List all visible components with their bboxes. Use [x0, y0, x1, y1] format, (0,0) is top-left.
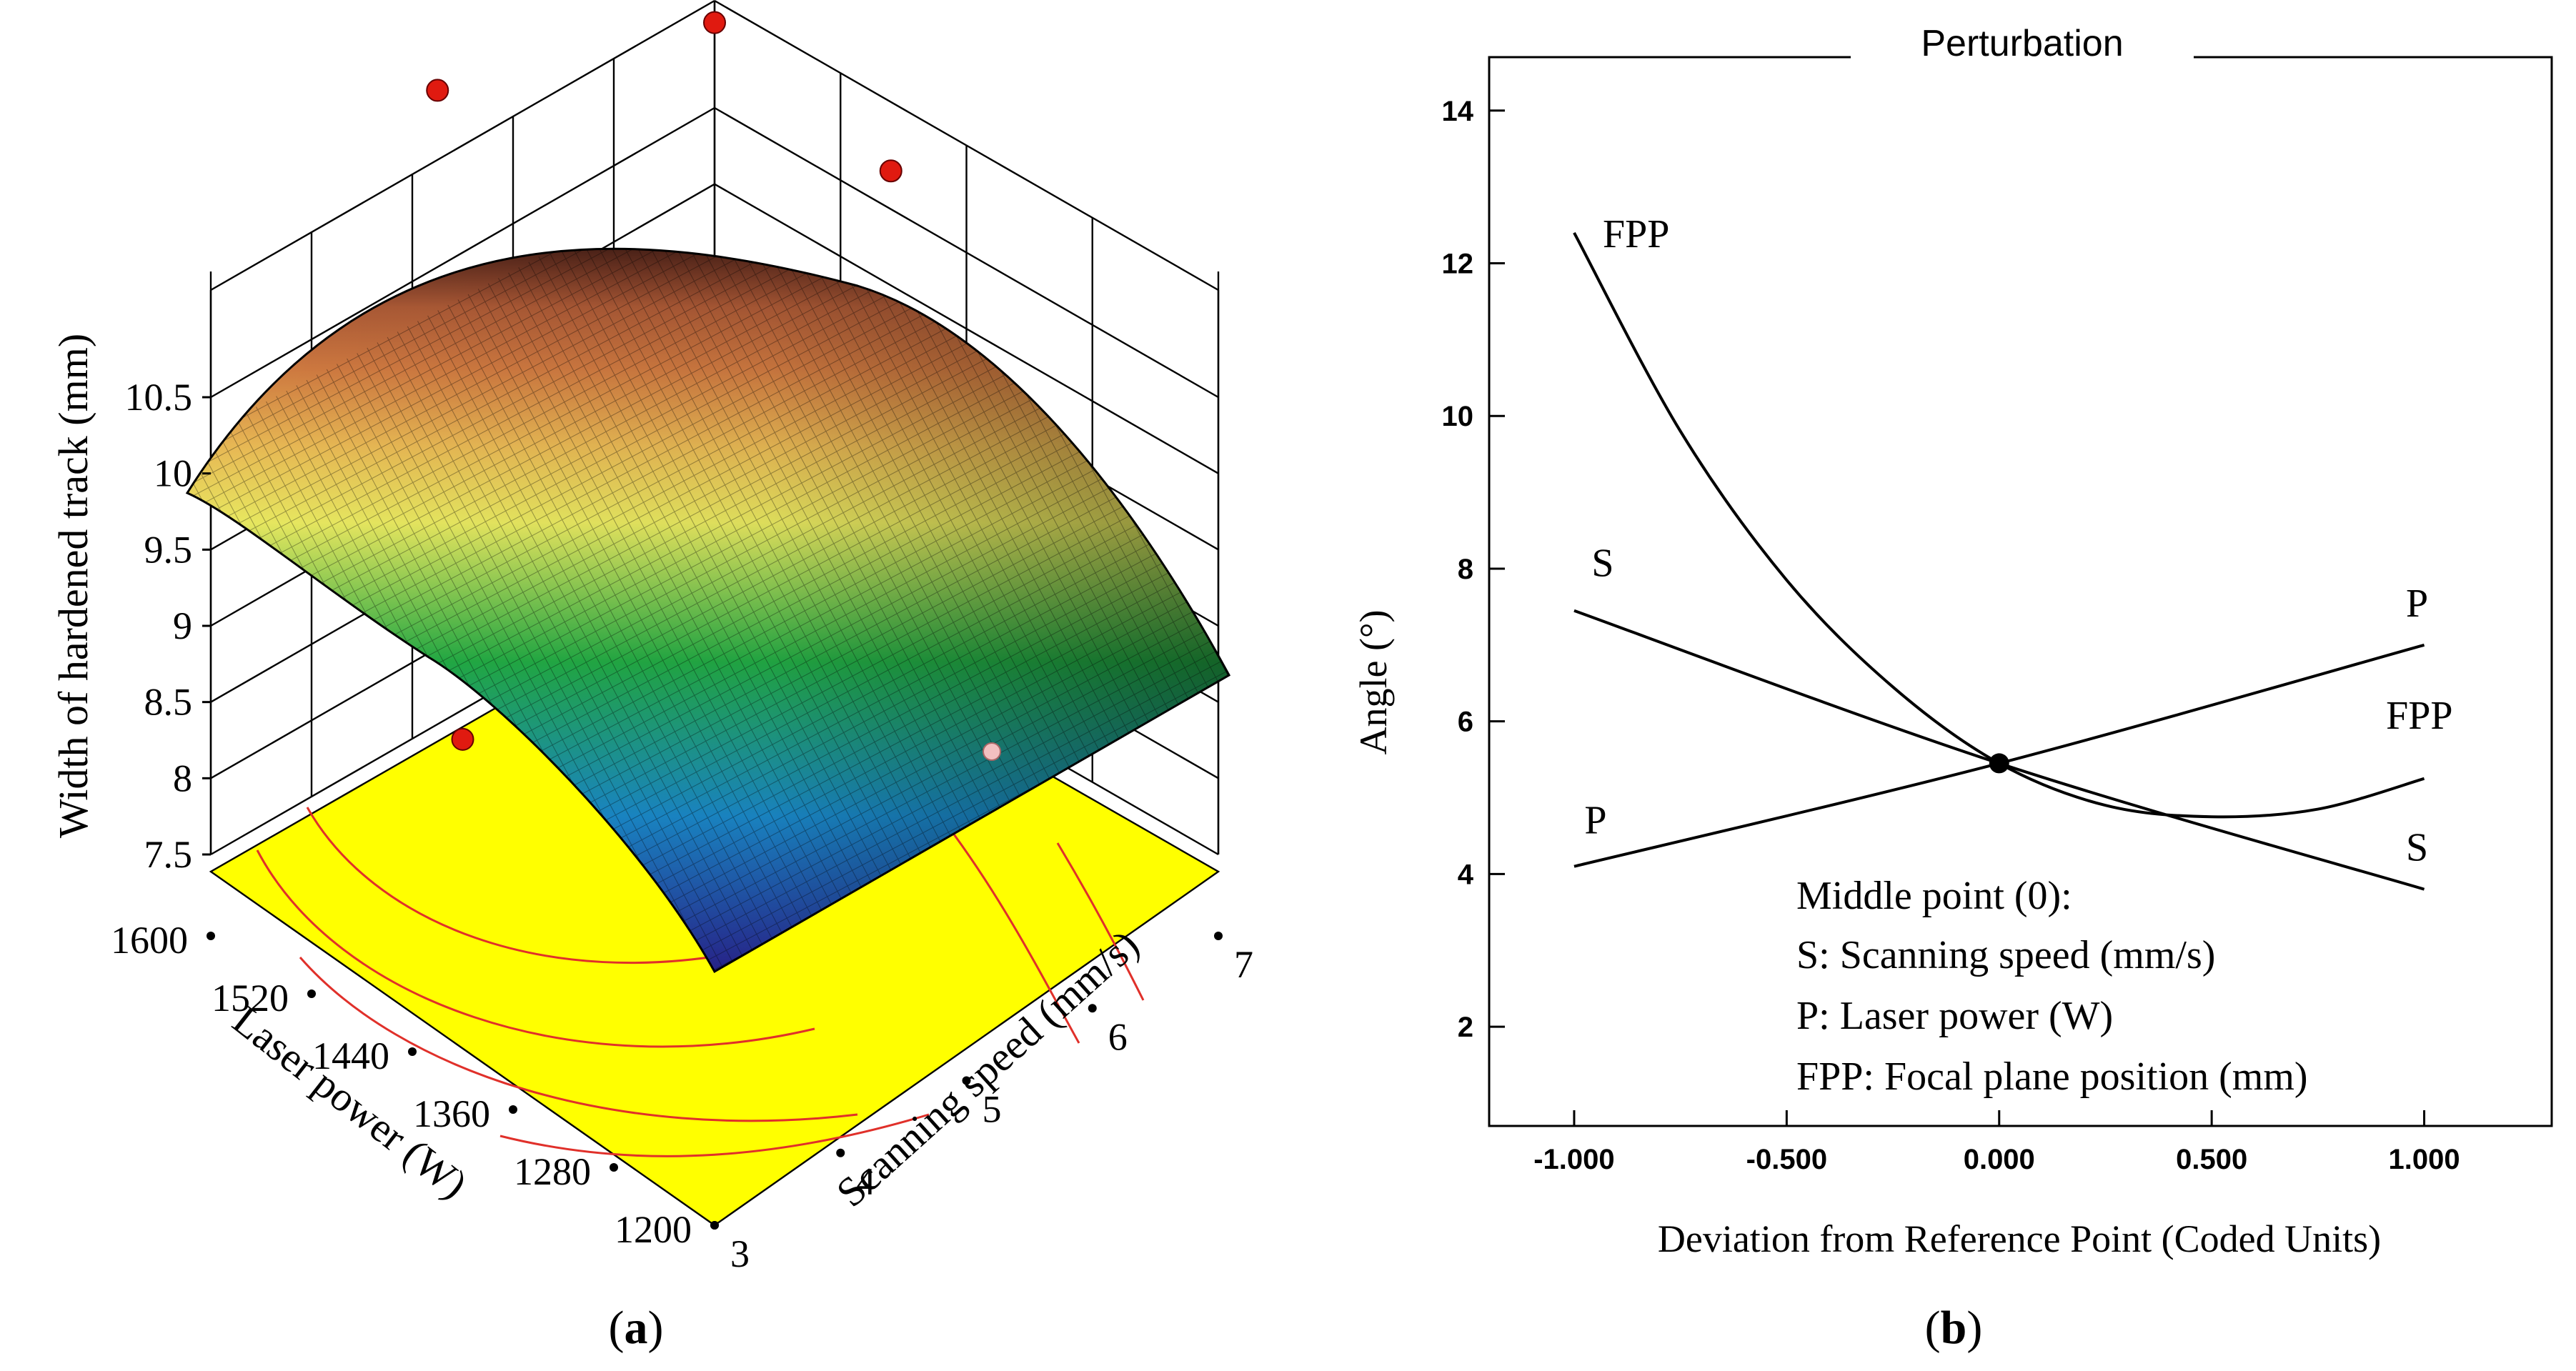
- x-tick-dot: [710, 1221, 719, 1230]
- panel-a-ticks: 7.5 8 8.5 9 9.5 10 10.5 1200 1280 1360 1440 1520 160…: [111, 376, 1253, 1275]
- x-tick-dot: [836, 1148, 845, 1157]
- y-tick-dot: [307, 989, 316, 998]
- legend-entry-s: S: Scanning speed (mm/s): [1796, 933, 2215, 977]
- legend: Middle point (0): S: Scanning speed (mm/…: [1796, 874, 2308, 1099]
- panel-b-letter-text: b: [1941, 1302, 1967, 1354]
- panel-a-letter: (a): [609, 1302, 664, 1354]
- curve-label-fpp-right: FPP: [2386, 694, 2452, 738]
- floor-contour-line: [256, 849, 815, 1048]
- chart-title: Perturbation: [1921, 23, 2123, 64]
- panel-b-letter: (b): [1925, 1302, 1983, 1354]
- right-wall-top-edge: [714, 0, 1219, 291]
- legend-entry-fpp: FPP: Focal plane position (mm): [1796, 1055, 2308, 1099]
- x-tick-dot: [962, 1076, 971, 1085]
- floor-contour-line: [299, 957, 858, 1122]
- y-tick-label: 14: [1442, 96, 1474, 127]
- x-axis-label-b: Deviation from Reference Point (Coded Un…: [1658, 1217, 2381, 1260]
- y-tick-label: 2: [1458, 1012, 1473, 1043]
- surface-outline: [185, 247, 1231, 974]
- design-point: [703, 11, 726, 34]
- y-tick-label: 4: [1458, 859, 1474, 890]
- curve-label-s-right: S: [2406, 826, 2428, 870]
- reference-point-marker: [1989, 753, 2009, 774]
- panel-a-letter-text: a: [625, 1302, 648, 1354]
- y-tick-label: 1440: [312, 1035, 389, 1077]
- left-wall-top-edge: [210, 0, 715, 291]
- legend-heading: Middle point (0):: [1796, 874, 2072, 918]
- design-point: [879, 159, 902, 183]
- x-tick-label: 5: [983, 1088, 1002, 1131]
- z-tick-label: 8: [173, 757, 192, 799]
- panel-a-surface-plot: 7.5 8 8.5 9 9.5 10 10.5 1200 1280 1360 1440 1520 160…: [50, 0, 1253, 1354]
- panel-b-ticks: 2 4 6 8 10 12 14 -1.000 -0.500 0.000 0.500 1.000: [1442, 96, 2460, 1175]
- design-point: [426, 79, 449, 102]
- x-tick-label: 7: [1234, 943, 1253, 986]
- panel-b-perturbation-plot: Perturbation 2 4 6 8 10 12 14 -1.000 -0.500 0.000…: [1352, 14, 2553, 1354]
- z-tick-label: 8.5: [144, 681, 193, 724]
- curve-labels: FPP FPP S S P P: [1584, 212, 2452, 870]
- perturbation-curves: [1573, 231, 2425, 891]
- x-tick-label: -0.500: [1746, 1144, 1827, 1175]
- x-tick-label: 3: [730, 1232, 750, 1275]
- z-tick-label: 10: [154, 452, 192, 495]
- legend-entry-p: P: Laser power (W): [1796, 994, 2113, 1038]
- x-tick-label: 0.500: [2176, 1144, 2247, 1175]
- y-tick-dot: [408, 1047, 417, 1056]
- y-tick-dot: [509, 1105, 517, 1114]
- design-points: [426, 11, 1001, 761]
- y-tick-label: 1280: [514, 1150, 591, 1193]
- curve-label-fpp-left: FPP: [1603, 212, 1669, 256]
- y-tick-dot: [610, 1163, 618, 1172]
- x-tick-dot: [1214, 932, 1223, 940]
- left-wall-grid-line: [210, 106, 715, 399]
- y-tick-label: 1200: [615, 1208, 692, 1251]
- z-tick-label: 7.5: [144, 833, 193, 876]
- series-line-fpp: [1573, 231, 2425, 819]
- y-tick-label: 1360: [413, 1092, 490, 1135]
- floor-contour-line: [306, 807, 751, 964]
- x-tick-label: -1.000: [1533, 1144, 1614, 1175]
- x-tick-label: 0.000: [1964, 1144, 2035, 1175]
- y-axis-label-b: Angle (°): [1352, 609, 1395, 754]
- z-tick-label: 9: [173, 604, 192, 647]
- hidden-design-point: [983, 742, 1001, 761]
- y-tick-label: 6: [1458, 707, 1473, 738]
- floor-contour-line: [499, 1113, 930, 1157]
- z-tick-label: 10.5: [125, 376, 193, 419]
- curve-label-s-left: S: [1591, 542, 1613, 586]
- y-tick-label: 8: [1458, 554, 1473, 585]
- x-tick-label: 6: [1108, 1015, 1128, 1058]
- y-tick-label: 12: [1442, 249, 1474, 280]
- y-tick-label: 10: [1442, 401, 1474, 432]
- z-tick-label: 9.5: [144, 528, 193, 571]
- z-axis-label: Width of hardened track (mm): [50, 334, 96, 838]
- design-point: [451, 727, 474, 751]
- title-backdrop: [1851, 14, 2194, 73]
- curve-label-p-left: P: [1584, 799, 1606, 843]
- y-tick-label: 1600: [111, 919, 188, 962]
- x-tick-label: 1.000: [2389, 1144, 2460, 1175]
- curve-label-p-right: P: [2406, 582, 2428, 626]
- series-line-s: [1573, 609, 2425, 891]
- x-tick-dot: [1088, 1004, 1097, 1013]
- floor-contour-line: [1056, 842, 1145, 1001]
- y-tick-label: 1520: [212, 977, 289, 1019]
- y-tick-dot: [207, 932, 215, 940]
- x-tick-label: 4: [856, 1160, 875, 1203]
